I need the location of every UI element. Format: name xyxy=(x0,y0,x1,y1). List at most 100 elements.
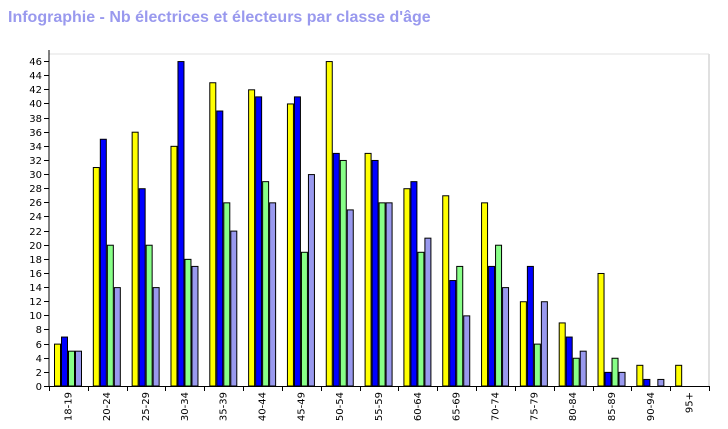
bar xyxy=(269,202,277,387)
y-tick-label: 16 xyxy=(29,269,42,280)
bar xyxy=(92,167,100,387)
bar xyxy=(495,244,503,387)
bar xyxy=(611,357,619,387)
x-axis: 18-19 20-24 25-29 30-34 35-39 40-44 45-49 50-54… xyxy=(49,386,710,421)
x-tick-label: 95+ xyxy=(685,392,696,413)
bar xyxy=(636,364,644,387)
bar xyxy=(519,301,527,387)
y-tick-label: 0 xyxy=(36,382,42,393)
bar xyxy=(293,96,301,387)
bar xyxy=(643,378,651,387)
x-tick-label: 18-19 xyxy=(63,392,74,421)
y-tick-label: 20 xyxy=(29,241,42,252)
x-tick-label: 55-59 xyxy=(374,392,385,421)
bar xyxy=(113,287,121,387)
y-tick-label: 36 xyxy=(29,128,42,139)
bar xyxy=(61,336,68,387)
y-tick-label: 2 xyxy=(36,368,42,379)
bar xyxy=(216,110,224,387)
bar xyxy=(481,202,489,387)
x-tick-label: 90-94 xyxy=(646,392,657,421)
y-tick-label: 46 xyxy=(29,57,42,68)
bar xyxy=(99,138,107,387)
bar xyxy=(325,61,333,387)
y-tick-label: 18 xyxy=(29,255,42,266)
bar xyxy=(54,343,61,387)
y-tick-label: 28 xyxy=(29,184,42,195)
bar xyxy=(255,96,263,387)
y-tick-label: 30 xyxy=(29,170,42,181)
bar xyxy=(75,350,82,387)
x-tick-label: 50-54 xyxy=(335,392,346,421)
bar xyxy=(488,265,496,387)
y-tick-label: 14 xyxy=(29,283,42,294)
bar xyxy=(378,202,386,387)
chart-title: Infographie - Nb électrices et électeurs… xyxy=(8,9,431,26)
x-tick-label: 65-69 xyxy=(452,392,463,421)
y-tick-label: 10 xyxy=(29,311,42,322)
y-tick-label: 26 xyxy=(29,198,42,209)
bar xyxy=(177,61,185,387)
y-tick-label: 24 xyxy=(29,212,42,223)
x-tick-label: 30-34 xyxy=(180,392,191,421)
x-tick-label: 20-24 xyxy=(102,392,113,421)
y-tick-label: 38 xyxy=(29,114,42,125)
x-tick-label: 75-79 xyxy=(529,392,540,421)
bar xyxy=(364,152,372,387)
bar xyxy=(286,103,294,387)
y-tick-label: 44 xyxy=(29,71,42,82)
bar xyxy=(597,272,605,387)
bar xyxy=(68,350,75,387)
bar xyxy=(449,280,457,387)
x-tick-label: 80-84 xyxy=(568,392,579,421)
bar xyxy=(346,209,354,387)
bar xyxy=(618,371,626,387)
y-tick-label: 22 xyxy=(29,227,42,238)
x-tick-label: 60-64 xyxy=(413,392,424,421)
bar xyxy=(106,244,114,387)
bar xyxy=(675,364,683,387)
y-tick-label: 12 xyxy=(29,297,42,308)
y-tick-label: 32 xyxy=(29,156,42,167)
y-tick-label: 40 xyxy=(29,99,42,110)
bar xyxy=(410,181,418,387)
x-tick-label: 85-89 xyxy=(607,392,618,421)
bar xyxy=(533,343,541,387)
bar xyxy=(526,265,534,387)
bar xyxy=(456,265,464,387)
bar xyxy=(565,336,573,387)
x-tick-label: 35-39 xyxy=(219,392,230,421)
bar xyxy=(540,301,548,387)
bar xyxy=(170,145,178,387)
bar xyxy=(248,89,256,387)
y-tick-label: 8 xyxy=(36,325,42,336)
bar xyxy=(191,265,199,387)
bar xyxy=(442,195,450,387)
x-tick-label: 25-29 xyxy=(141,392,152,421)
bar xyxy=(417,251,425,387)
x-tick-label: 70-74 xyxy=(490,392,501,421)
y-axis: 0246810121416182022242628303234363840424… xyxy=(29,50,50,393)
y-tick-label: 42 xyxy=(29,85,42,96)
plot-area xyxy=(49,53,710,386)
x-tick-label: 40-44 xyxy=(258,392,269,421)
y-tick-label: 6 xyxy=(36,340,42,351)
bar xyxy=(463,315,471,387)
bar xyxy=(184,258,192,387)
bar xyxy=(657,378,665,387)
bars xyxy=(54,61,683,387)
bar xyxy=(230,230,238,387)
bar xyxy=(424,237,432,387)
bar xyxy=(332,152,340,387)
bar xyxy=(300,251,308,387)
bar xyxy=(371,159,379,387)
x-tick-label: 45-49 xyxy=(296,392,307,421)
y-tick-label: 4 xyxy=(36,354,42,365)
bar xyxy=(223,202,231,387)
bar xyxy=(572,357,580,387)
bar xyxy=(579,350,587,387)
bar xyxy=(145,244,153,387)
bar xyxy=(131,131,139,387)
bar xyxy=(307,174,315,387)
